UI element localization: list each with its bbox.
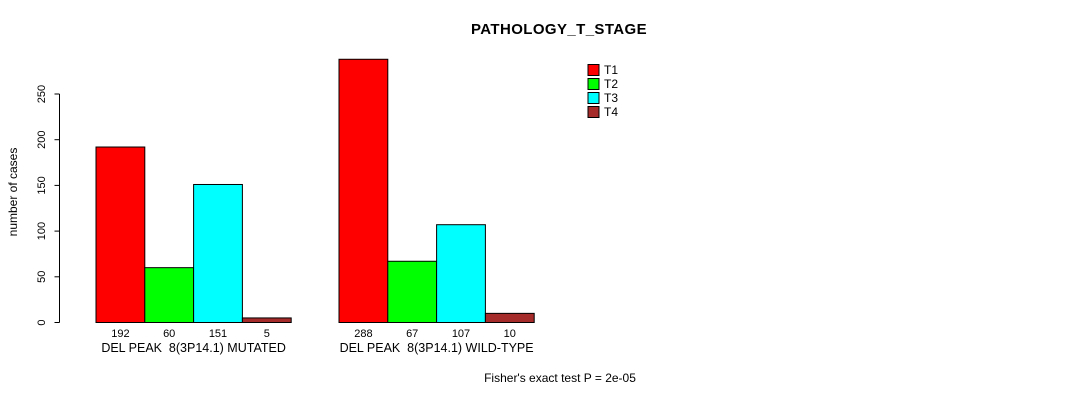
bar-value-label: 192 bbox=[111, 328, 129, 340]
legend-label: T2 bbox=[604, 77, 618, 91]
y-axis-tick-label: 200 bbox=[36, 131, 48, 149]
y-axis-tick-label: 150 bbox=[36, 176, 48, 194]
bar-t2-group1 bbox=[144, 267, 195, 324]
bar-t1-group2 bbox=[338, 58, 389, 323]
bar-value-label: 5 bbox=[264, 328, 270, 340]
y-axis-tick-label: 0 bbox=[36, 319, 48, 325]
bar-t4-group2 bbox=[484, 312, 535, 323]
y-axis-tick-label: 50 bbox=[36, 271, 48, 283]
legend-swatch-t1 bbox=[587, 64, 600, 76]
bar-value-label: 151 bbox=[209, 328, 227, 340]
bar-t2-group2 bbox=[387, 260, 438, 323]
bar-t1-group1 bbox=[95, 146, 146, 323]
y-axis-tick-label: 250 bbox=[36, 85, 48, 103]
legend-label: T1 bbox=[604, 63, 618, 77]
bar-value-label: 288 bbox=[354, 328, 372, 340]
group-label: DEL PEAK 8(3P14.1) WILD-TYPE bbox=[340, 341, 534, 355]
bar-value-label: 60 bbox=[163, 328, 175, 340]
legend-label: T4 bbox=[604, 105, 618, 119]
y-axis-tick-label: 100 bbox=[36, 222, 48, 240]
legend-label: T3 bbox=[604, 91, 618, 105]
chart-title: PATHOLOGY_T_STAGE bbox=[471, 21, 647, 38]
bar-value-label: 107 bbox=[452, 328, 470, 340]
bar-t3-group2 bbox=[436, 224, 486, 323]
legend-swatch-t3 bbox=[587, 92, 600, 104]
stats-annotation: Fisher's exact test P = 2e-05 bbox=[484, 371, 636, 385]
bar-t4-group1 bbox=[241, 317, 292, 323]
bar-value-label: 10 bbox=[504, 328, 516, 340]
legend-swatch-t2 bbox=[587, 78, 600, 90]
bar-t3-group1 bbox=[193, 183, 243, 323]
group-label: DEL PEAK 8(3P14.1) MUTATED bbox=[101, 341, 286, 355]
bar-value-label: 67 bbox=[406, 328, 418, 340]
legend-swatch-t4 bbox=[587, 106, 600, 118]
